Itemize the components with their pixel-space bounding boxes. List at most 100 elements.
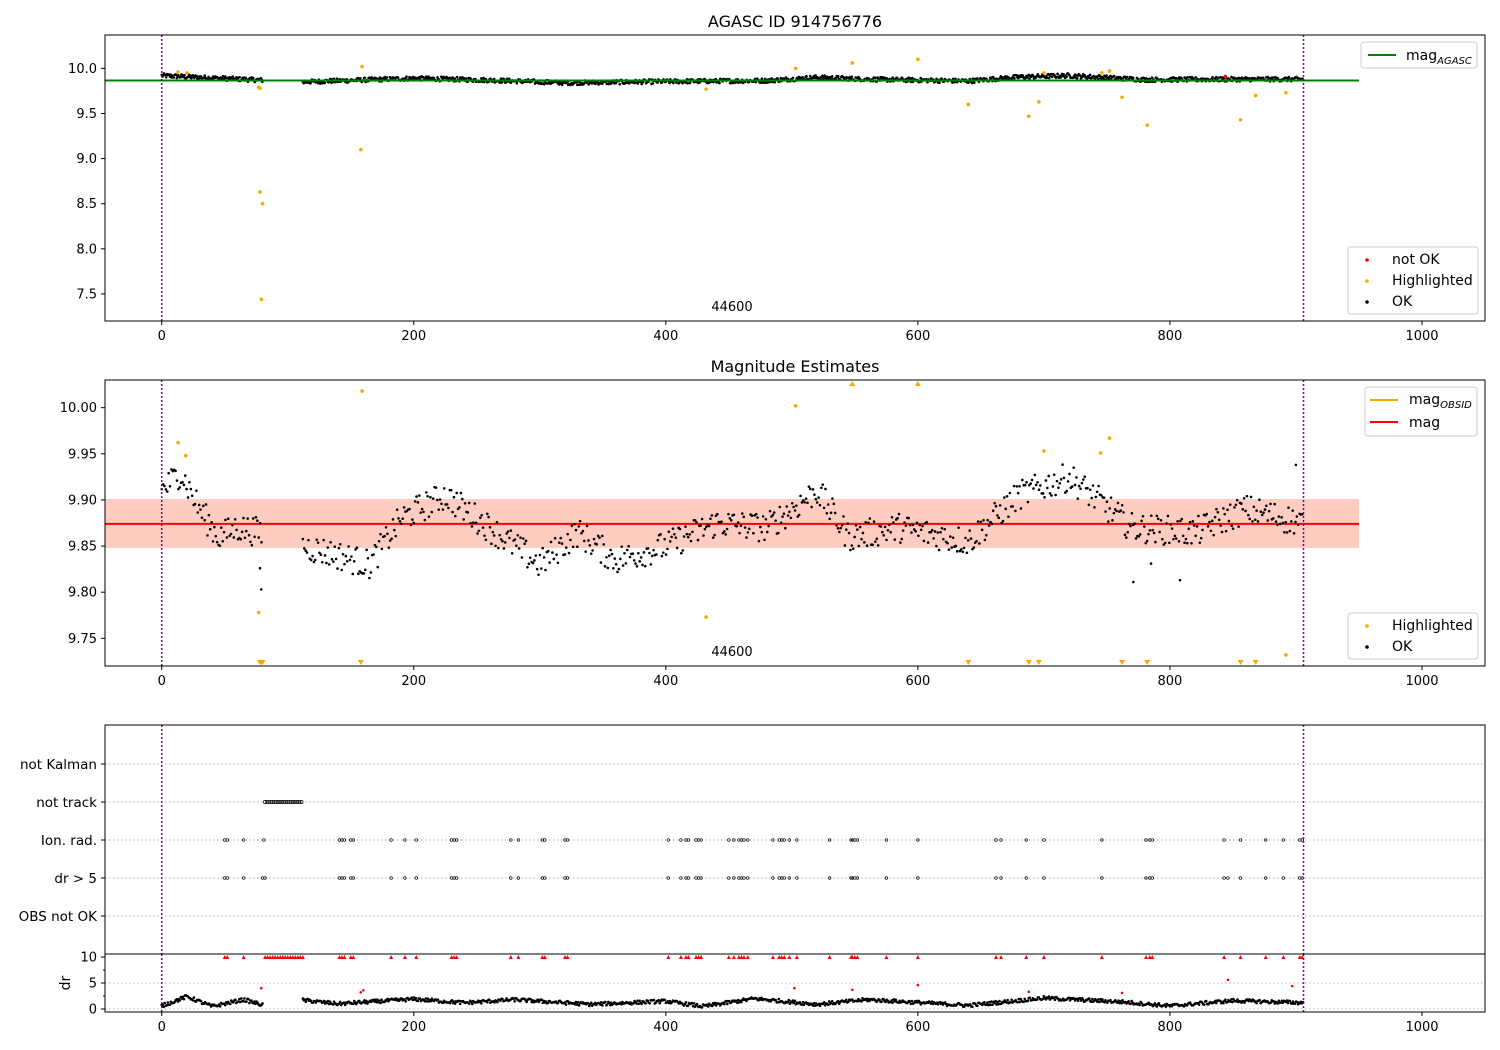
ok-point (1040, 75, 1043, 79)
ok-point (510, 551, 514, 555)
dr-point (608, 1001, 611, 1005)
not-track-point (263, 800, 268, 804)
ok-point (635, 564, 639, 568)
dr-point (793, 999, 797, 1003)
dr-clipped-marker (1150, 955, 1155, 959)
ok-point (220, 526, 223, 529)
ok-point (423, 518, 427, 522)
dr-point (574, 1000, 578, 1004)
ok-point (1104, 510, 1107, 513)
panel1-frame (104, 34, 1486, 322)
ok-point (1219, 524, 1222, 527)
ok-point (998, 504, 1002, 507)
dr-clipped-marker (402, 955, 407, 959)
ok-point (1013, 76, 1016, 80)
ok-point (1170, 527, 1174, 530)
dr-point (892, 998, 895, 1001)
ion-rad-point (732, 838, 736, 842)
dr-point (788, 1002, 792, 1005)
ok-point (202, 504, 205, 508)
ok-point (1075, 476, 1078, 479)
ion-rad-point (565, 838, 570, 842)
ok-point (983, 538, 987, 542)
ok-point (182, 483, 186, 487)
ok-point (551, 551, 554, 554)
dr-point (504, 999, 507, 1002)
dr-point (884, 1000, 887, 1004)
dr-red-point (1027, 990, 1031, 994)
dr-clipped-marker (337, 955, 342, 959)
ok-point (1255, 509, 1258, 512)
ok-point (1285, 531, 1289, 534)
dr-point (1202, 1003, 1206, 1006)
ok-point (960, 547, 963, 551)
legend-ok-label: OK (1392, 294, 1413, 310)
dr-point (242, 999, 245, 1003)
ok-point (1056, 72, 1059, 76)
ok-point (770, 77, 773, 80)
dr-point (792, 1001, 796, 1005)
ok-point (736, 521, 740, 524)
ok-point (235, 528, 238, 532)
ok-point (458, 506, 461, 509)
ok-point (508, 536, 511, 540)
dr-clipped-marker (1143, 955, 1148, 959)
ok-point (174, 469, 177, 473)
ok-point (699, 524, 703, 527)
not-track-point (282, 800, 287, 804)
not-track-point (286, 800, 291, 804)
ok-point (672, 81, 675, 85)
ok-point (1208, 520, 1211, 524)
dr-point (646, 999, 649, 1003)
ok-point (811, 488, 815, 491)
dr-point (791, 999, 795, 1002)
dr-point (304, 1000, 308, 1004)
ok-point (213, 525, 216, 529)
ok-point (585, 524, 589, 528)
ok-point (246, 517, 249, 520)
dr-clipped-marker (884, 955, 889, 959)
ok-point (332, 560, 335, 563)
ok-point (993, 501, 996, 505)
ok-point (1090, 496, 1093, 500)
ok-point (607, 82, 610, 86)
dr-point (452, 1000, 456, 1003)
ok-point (553, 536, 557, 540)
ok-point (1132, 580, 1135, 584)
dr-clipped-marker (225, 955, 230, 959)
ok-point (1141, 515, 1145, 518)
ok-point (766, 81, 770, 84)
dr-point (1103, 1000, 1106, 1004)
ok-point (1222, 507, 1225, 510)
dr-point (1079, 999, 1083, 1002)
ok-point (930, 528, 934, 532)
dr-point (327, 1002, 331, 1006)
dr-clipped-marker (288, 955, 293, 959)
ok-point (1062, 476, 1066, 480)
dr-point (250, 999, 253, 1002)
ok-point (1015, 74, 1018, 77)
ok-point (1276, 523, 1279, 526)
dr-point (486, 1000, 489, 1004)
ok-point (481, 526, 485, 529)
ok-point (768, 509, 772, 513)
dr-point (609, 1003, 612, 1007)
ok-point (603, 565, 607, 568)
ok-point (226, 517, 230, 520)
dr-point (1290, 1002, 1294, 1006)
ok-point (1217, 76, 1220, 80)
ok-point (1061, 463, 1064, 466)
ok-point (691, 530, 694, 534)
panel-agasc-magnitude: AGASC ID 914756776 0 200 400 600 800 1000 7.5 8… (68, 12, 1486, 344)
ok-point (480, 514, 483, 517)
svg-text:magOBSID: magOBSID (1409, 392, 1472, 411)
ok-point (602, 543, 605, 546)
legend-mag-obsid-label: mag (1409, 392, 1440, 408)
ok-point (760, 530, 764, 534)
dr-point (976, 1004, 979, 1008)
dr-point (929, 1002, 933, 1005)
ok-point (698, 81, 702, 84)
dr-point (971, 1005, 974, 1009)
ok-point (405, 75, 408, 79)
dr-point (990, 1000, 993, 1003)
